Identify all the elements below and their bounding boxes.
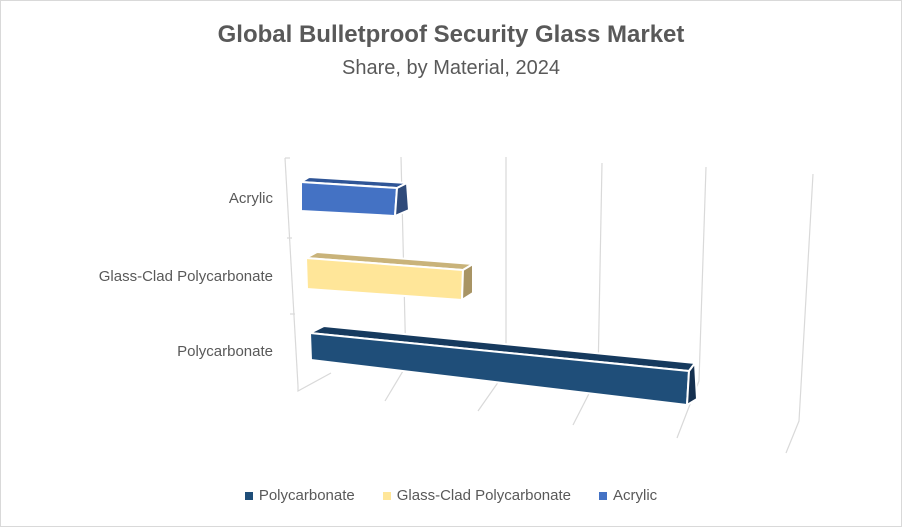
legend-label: Acrylic [613,487,658,504]
legend-swatch-icon [244,491,253,500]
bar-polycarbonate [306,324,699,407]
legend-label: Polycarbonate [258,487,355,504]
legend-item-polycarbonate: Polycarbonate [244,487,355,504]
category-label-polycarbonate: Polycarbonate [177,343,273,360]
bar-glass-clad-polycarbonate [302,250,477,302]
bar-acrylic [297,175,411,218]
legend-swatch-icon [382,491,391,500]
legend-label: Glass-Clad Polycarbonate [396,487,571,504]
chart-subtitle: Share, by Material, 2024 [342,57,560,79]
legend: Polycarbonate Glass-Clad Polycarbonate A… [1,487,901,504]
category-label-acrylic: Acrylic [228,190,273,207]
category-label-glass-clad-polycarbonate: Glass-Clad Polycarbonate [98,268,273,285]
legend-item-acrylic: Acrylic [599,487,657,504]
legend-item-glass-clad-polycarbonate: Glass-Clad Polycarbonate [382,487,571,504]
chart-title: Global Bulletproof Security Glass Market [217,21,685,48]
legend-swatch-icon [599,491,607,500]
